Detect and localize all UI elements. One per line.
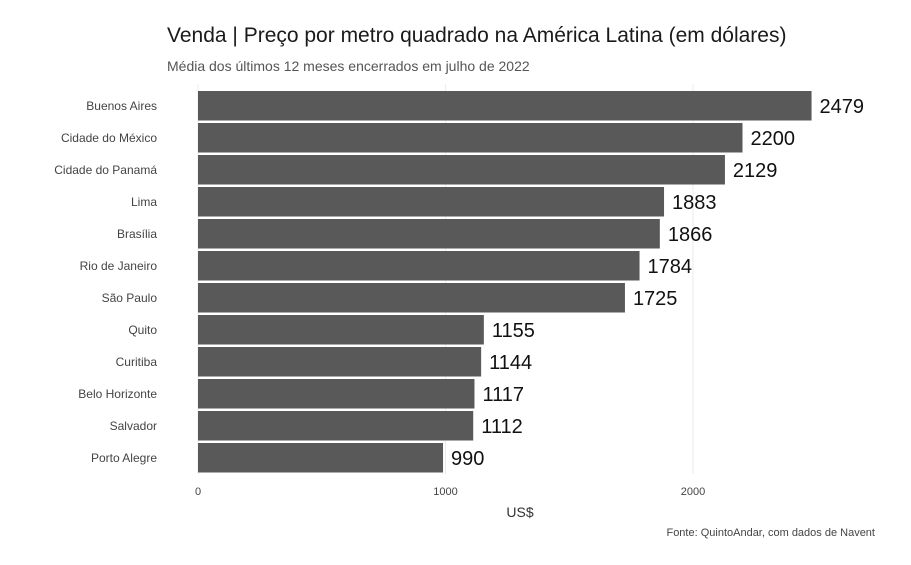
- category-label: São Paulo: [102, 291, 158, 305]
- bars: [198, 91, 812, 473]
- category-label: Quito: [128, 323, 157, 337]
- data-label: 1144: [489, 352, 532, 374]
- bar-2: [198, 155, 725, 185]
- data-label: 1866: [668, 224, 713, 246]
- bar-5: [198, 251, 640, 281]
- data-label: 1112: [481, 416, 523, 438]
- bar-7: [198, 315, 484, 345]
- category-label: Lima: [131, 195, 157, 209]
- data-label: 1883: [672, 192, 717, 214]
- data-label: 1117: [482, 384, 524, 406]
- value-labels: 2479 2200 2129 1883 1866 1784 1725 1155 1144 1117…: [451, 96, 864, 470]
- bar-11: [198, 443, 444, 473]
- data-label: 2129: [733, 160, 778, 182]
- x-tick-label: 2000: [681, 486, 705, 498]
- category-label: Buenos Aires: [86, 99, 157, 113]
- category-label: Rio de Janeiro: [80, 259, 158, 273]
- bar-10: [198, 411, 474, 441]
- bar-0: [198, 91, 812, 121]
- category-label: Cidade do México: [61, 131, 157, 145]
- data-label: 1725: [633, 288, 678, 310]
- bar-8: [198, 347, 482, 377]
- chart-subtitle: Média dos últimos 12 meses encerrados em…: [167, 58, 530, 74]
- source-caption: Fonte: QuintoAndar, com dados de Navent: [666, 527, 875, 539]
- data-label: 2200: [751, 128, 796, 150]
- x-axis-label: US$: [506, 504, 533, 520]
- category-label: Belo Horizonte: [78, 387, 157, 401]
- category-label: Brasília: [117, 227, 157, 241]
- x-tick-label: 1000: [433, 486, 457, 498]
- data-label: 2479: [820, 96, 865, 118]
- bar-4: [198, 219, 660, 249]
- data-label: 1784: [648, 256, 693, 278]
- bar-1: [198, 123, 743, 153]
- bar-3: [198, 187, 665, 217]
- bar-9: [198, 379, 475, 409]
- category-label: Porto Alegre: [91, 451, 157, 465]
- category-label: Salvador: [110, 419, 157, 433]
- category-labels: Buenos Aires Cidade do México Cidade do Pa…: [54, 99, 157, 465]
- bar-6: [198, 283, 625, 313]
- data-label: 990: [451, 448, 484, 470]
- data-label: 1155: [492, 320, 535, 342]
- category-label: Cidade do Panamá: [54, 163, 157, 177]
- x-axis-ticks: 0 1000 2000: [195, 486, 705, 498]
- x-tick-label: 0: [195, 486, 201, 498]
- chart-title: Venda | Preço por metro quadrado na Amér…: [167, 24, 787, 47]
- category-label: Curitiba: [116, 355, 158, 369]
